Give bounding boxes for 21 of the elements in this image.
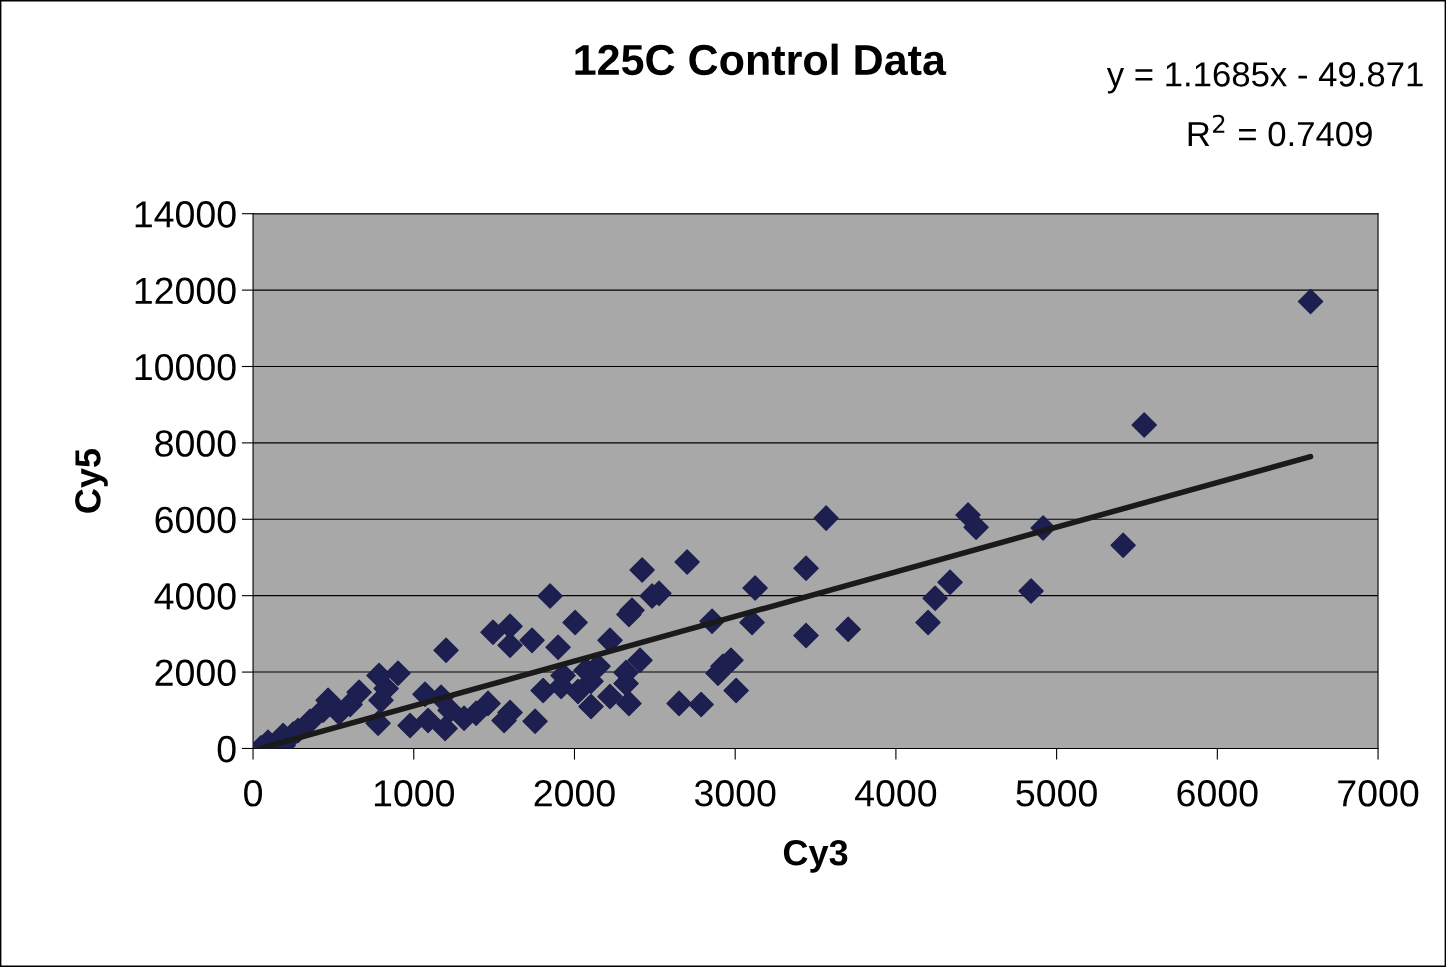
y-axis-title: Cy5 — [75, 448, 108, 513]
y-tick-label: 6000 — [155, 506, 236, 534]
text: y = 1.1685x - 49.871 — [1106, 62, 1423, 94]
y-tick-label: 14000 — [135, 201, 236, 228]
y-tick-label: 8000 — [155, 430, 236, 457]
y-tick-label: 0 — [217, 735, 236, 763]
x-tick-label: 2000 — [534, 780, 615, 807]
text: R$^{2}$ = 0.7409 — [1188, 114, 1372, 147]
x-axis-title: Cy3 — [783, 839, 848, 873]
x-tick-label: 5000 — [1016, 780, 1097, 807]
y-tick-label: 2000 — [155, 659, 236, 687]
x-tick-label: 0 — [244, 780, 263, 807]
x-tick-label: 1000 — [374, 780, 455, 807]
chart-title: 125C Control Data — [575, 43, 947, 76]
x-tick-label: 3000 — [694, 780, 776, 807]
x-tick-label: 6000 — [1177, 780, 1258, 807]
x-tick-label: 4000 — [855, 780, 937, 807]
y-tick-label: 12000 — [135, 277, 236, 305]
y-tick-label: 10000 — [135, 353, 236, 381]
x-tick-label: 7000 — [1338, 780, 1419, 807]
y-tick-label: 4000 — [154, 583, 236, 610]
